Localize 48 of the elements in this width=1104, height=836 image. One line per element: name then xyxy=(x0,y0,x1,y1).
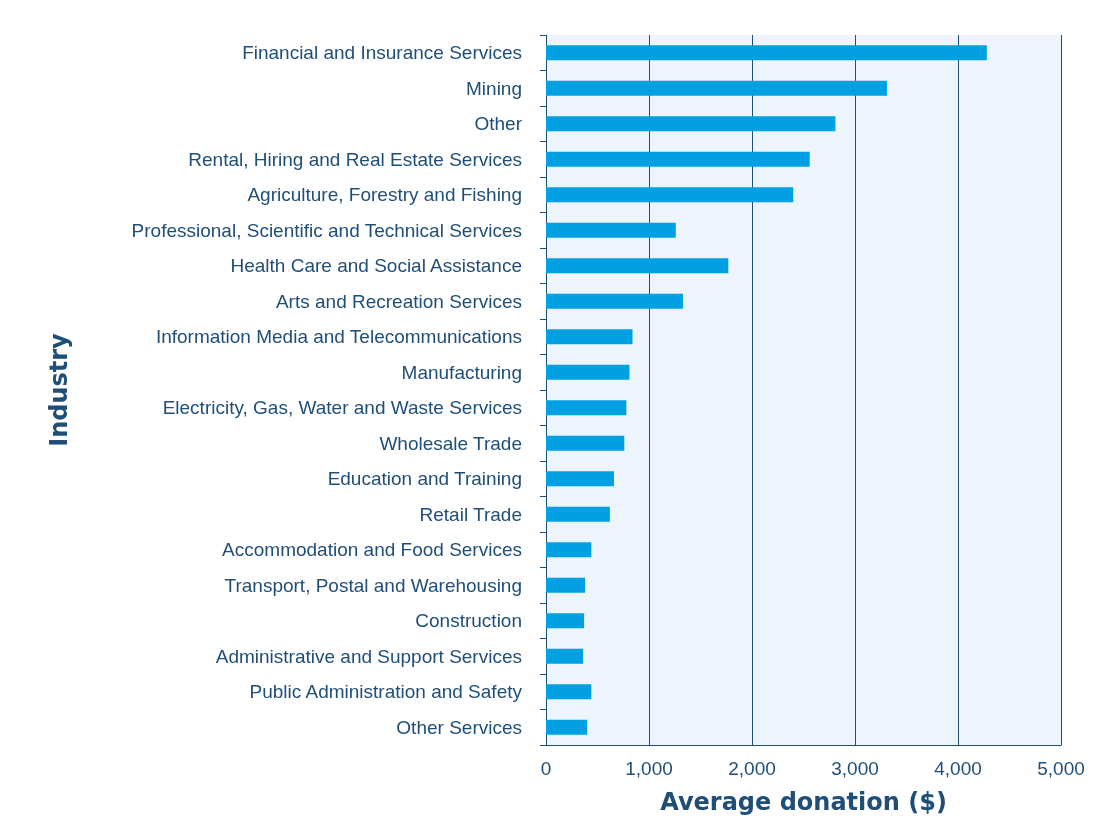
bar xyxy=(546,648,584,664)
bar xyxy=(546,400,627,416)
bar xyxy=(546,258,729,274)
bar xyxy=(546,506,610,522)
y-tick-label: Mining xyxy=(466,77,522,99)
y-tick-label: Professional, Scientific and Technical Services xyxy=(131,219,522,241)
x-axis-title: Average donation ($) xyxy=(660,788,947,816)
y-tick-label: Health Care and Social Assistance xyxy=(230,255,522,277)
bar xyxy=(546,471,614,487)
y-tick-label: Accommodation and Food Services xyxy=(222,539,522,561)
y-tick-label: Public Administration and Safety xyxy=(249,681,523,703)
y-tick-label: Rental, Hiring and Real Estate Services xyxy=(188,148,522,170)
y-tick-label: Education and Training xyxy=(327,468,522,490)
bar xyxy=(546,719,588,735)
y-tick-label: Manufacturing xyxy=(401,361,522,383)
bar xyxy=(546,684,592,700)
x-tick-label: 2,000 xyxy=(728,758,776,779)
y-tick-label: Electricity, Gas, Water and Waste Services xyxy=(162,397,522,419)
y-tick-label: Information Media and Telecommunications xyxy=(155,326,522,348)
y-tick-label: Other Services xyxy=(396,716,522,738)
bar xyxy=(546,329,633,345)
bar xyxy=(546,116,836,132)
bar xyxy=(546,613,585,629)
x-tick-label: 3,000 xyxy=(831,758,879,779)
bar xyxy=(546,293,683,309)
y-axis-title: Industry xyxy=(45,332,73,447)
x-tick-label: 4,000 xyxy=(934,758,982,779)
x-tick-label: 0 xyxy=(540,758,552,779)
y-tick-label: Wholesale Trade xyxy=(379,432,522,454)
bar xyxy=(546,80,887,96)
y-tick-label: Retail Trade xyxy=(419,503,522,525)
y-tick-label: Arts and Recreation Services xyxy=(275,290,522,312)
y-tick-label: Transport, Postal and Warehousing xyxy=(224,574,522,596)
y-tick-label: Agriculture, Forestry and Fishing xyxy=(247,184,522,206)
bar xyxy=(546,187,794,203)
bar xyxy=(546,364,630,380)
bar xyxy=(546,151,810,167)
x-tick-label: 1,000 xyxy=(625,758,673,779)
bar xyxy=(546,435,625,451)
y-tick-label: Construction xyxy=(415,610,522,632)
bar xyxy=(546,222,676,238)
y-tick-label: Other xyxy=(474,113,523,135)
y-tick-label: Financial and Insurance Services xyxy=(242,42,522,64)
x-tick-label: 5,000 xyxy=(1037,758,1085,779)
bar xyxy=(546,45,987,61)
y-tick-label: Administrative and Support Services xyxy=(215,645,522,667)
bar xyxy=(546,542,592,558)
bar xyxy=(546,577,586,593)
